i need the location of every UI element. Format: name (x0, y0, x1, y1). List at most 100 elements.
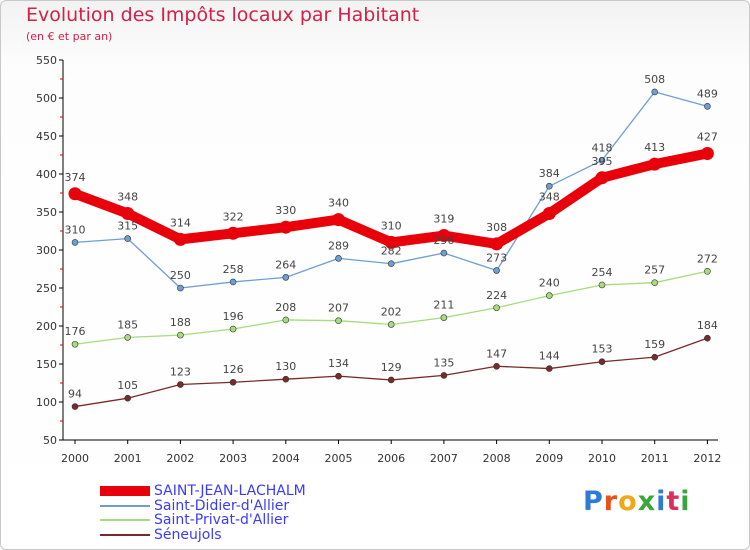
data-point (598, 157, 606, 164)
x-tick-label: 2001 (114, 452, 142, 465)
data-label: 254 (592, 266, 613, 279)
data-point (335, 255, 342, 262)
data-label: 202 (381, 305, 402, 318)
data-label: 257 (644, 264, 665, 277)
x-tick-label: 2007 (430, 452, 458, 465)
x-tick-label: 2009 (535, 452, 563, 465)
data-point (651, 353, 659, 361)
data-point (332, 213, 345, 227)
data-label: 489 (697, 87, 718, 100)
legend-item: Saint-Didier-d'Allier (100, 497, 440, 514)
legend-item: Saint-Privat-d'Allier (100, 512, 440, 528)
data-label: 224 (486, 289, 507, 302)
data-point (335, 317, 342, 324)
data-label: 264 (275, 258, 296, 271)
data-label: 296 (433, 234, 454, 247)
series-0 (68, 146, 714, 251)
data-point (440, 314, 448, 321)
data-point (124, 334, 131, 341)
y-tick-label: 50 (43, 434, 57, 447)
data-label: 508 (644, 73, 665, 86)
data-point (384, 235, 398, 249)
legend-label: Séneujols (154, 526, 222, 543)
data-point (71, 340, 79, 348)
data-label: 330 (275, 204, 296, 217)
data-label: 129 (381, 361, 402, 374)
data-label: 272 (697, 252, 718, 265)
series-layer (68, 88, 714, 410)
data-point (177, 331, 184, 339)
data-label: 134 (328, 357, 349, 370)
x-tick-label: 2002 (166, 452, 194, 465)
y-tick-label: 550 (36, 54, 57, 67)
data-point (440, 372, 448, 379)
data-label: 147 (486, 347, 507, 360)
data-point (229, 378, 237, 386)
data-label: 211 (433, 299, 454, 312)
data-label: 310 (381, 219, 402, 232)
data-label: 315 (117, 220, 138, 233)
legend-swatch (100, 486, 150, 497)
data-point (279, 220, 293, 234)
y-tick-label: 450 (36, 130, 57, 143)
y-tick-label: 500 (36, 92, 57, 105)
data-label: 348 (539, 191, 560, 204)
chart-subtitle: (en € et par an) (26, 30, 113, 43)
data-label: 384 (539, 167, 560, 180)
data-label: 188 (170, 316, 191, 329)
data-label: 418 (592, 141, 613, 154)
data-label: 207 (328, 302, 349, 315)
data-label: 184 (697, 319, 718, 332)
x-tick-label: 2012 (693, 452, 721, 465)
data-label: 176 (65, 325, 86, 338)
data-point (282, 375, 290, 383)
axes: 50 100 150 200 250 300 350 400 450 500 550 2000 2001… (36, 54, 721, 465)
data-point (490, 237, 504, 251)
legend-label: Saint-Didier-d'Allier (154, 497, 290, 514)
x-tick-label: 2004 (272, 452, 300, 465)
y-tick-label: 200 (36, 320, 57, 333)
proxiti-logo: Proxiti (583, 486, 691, 517)
data-point (704, 103, 711, 110)
data-label: 126 (223, 363, 244, 376)
data-label: 185 (117, 318, 138, 331)
data-point (598, 281, 606, 289)
x-tick-label: 2003 (219, 452, 247, 465)
data-label: 273 (486, 252, 507, 265)
data-point (387, 260, 395, 267)
data-point (440, 249, 448, 257)
data-label: 348 (117, 191, 138, 204)
data-point (229, 278, 237, 286)
legend-item: Séneujols (100, 526, 440, 543)
data-point (651, 279, 659, 286)
data-labels-layer: 94 105 123 126 130 134 129 135 147 144 153 159 184 17… (65, 73, 718, 401)
data-point (229, 325, 237, 333)
data-point (68, 187, 82, 201)
data-point (226, 226, 240, 240)
data-point (282, 316, 290, 324)
chart-title: Evolution des Impôts locaux par Habitant (26, 4, 420, 26)
data-point (387, 376, 395, 384)
legend-swatch (100, 533, 150, 536)
data-point (493, 304, 500, 312)
data-point (177, 284, 184, 292)
data-label: 308 (486, 221, 507, 234)
legend: SAINT-JEAN-LACHALM Saint-Didier-d'Allier S… (100, 483, 440, 543)
data-point (545, 182, 553, 190)
data-label: 208 (275, 301, 296, 314)
data-point (542, 207, 556, 221)
data-point (177, 381, 184, 388)
data-point (545, 365, 553, 372)
data-point (124, 394, 131, 402)
data-label: 94 (68, 388, 82, 401)
data-point (704, 267, 711, 275)
data-point (71, 403, 79, 410)
legend-swatch (100, 519, 150, 522)
data-label: 282 (381, 245, 402, 258)
series-line (74, 91, 709, 289)
data-point (651, 88, 659, 96)
data-label: 374 (65, 171, 86, 184)
x-tick-label: 2000 (61, 452, 89, 465)
